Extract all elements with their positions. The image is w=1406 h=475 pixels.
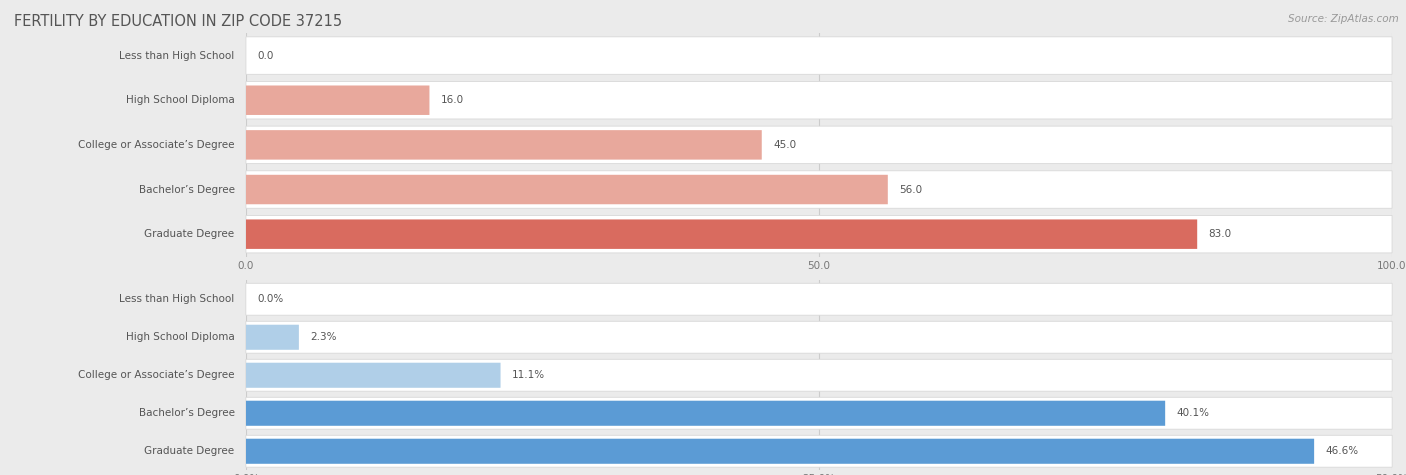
Text: 56.0: 56.0 (900, 184, 922, 195)
FancyBboxPatch shape (246, 130, 762, 160)
Text: Less than High School: Less than High School (120, 50, 235, 61)
FancyBboxPatch shape (246, 359, 1392, 391)
Text: High School Diploma: High School Diploma (127, 95, 235, 105)
Text: 2.3%: 2.3% (311, 332, 336, 342)
FancyBboxPatch shape (246, 439, 1315, 464)
Text: Bachelor’s Degree: Bachelor’s Degree (139, 184, 235, 195)
FancyBboxPatch shape (246, 86, 429, 115)
Text: College or Associate’s Degree: College or Associate’s Degree (79, 140, 235, 150)
FancyBboxPatch shape (246, 175, 887, 204)
Text: 45.0: 45.0 (773, 140, 796, 150)
Text: Less than High School: Less than High School (120, 294, 235, 304)
Text: College or Associate’s Degree: College or Associate’s Degree (79, 370, 235, 380)
FancyBboxPatch shape (246, 216, 1392, 253)
Text: 40.1%: 40.1% (1177, 408, 1209, 418)
FancyBboxPatch shape (246, 435, 1392, 467)
FancyBboxPatch shape (246, 397, 1392, 429)
FancyBboxPatch shape (246, 325, 299, 350)
FancyBboxPatch shape (246, 363, 501, 388)
FancyBboxPatch shape (246, 283, 1392, 315)
FancyBboxPatch shape (246, 401, 1166, 426)
Text: Graduate Degree: Graduate Degree (145, 446, 235, 456)
Text: 11.1%: 11.1% (512, 370, 546, 380)
FancyBboxPatch shape (246, 321, 1392, 353)
Text: 16.0: 16.0 (441, 95, 464, 105)
Text: 0.0: 0.0 (257, 50, 274, 61)
Text: High School Diploma: High School Diploma (127, 332, 235, 342)
FancyBboxPatch shape (246, 219, 1197, 249)
FancyBboxPatch shape (246, 37, 1392, 74)
FancyBboxPatch shape (246, 171, 1392, 208)
FancyBboxPatch shape (246, 82, 1392, 119)
Text: Bachelor’s Degree: Bachelor’s Degree (139, 408, 235, 418)
Text: Graduate Degree: Graduate Degree (145, 229, 235, 239)
Text: FERTILITY BY EDUCATION IN ZIP CODE 37215: FERTILITY BY EDUCATION IN ZIP CODE 37215 (14, 14, 342, 29)
Text: 83.0: 83.0 (1209, 229, 1232, 239)
FancyBboxPatch shape (246, 126, 1392, 163)
Text: 0.0%: 0.0% (257, 294, 284, 304)
Text: Source: ZipAtlas.com: Source: ZipAtlas.com (1288, 14, 1399, 24)
Text: 46.6%: 46.6% (1326, 446, 1358, 456)
